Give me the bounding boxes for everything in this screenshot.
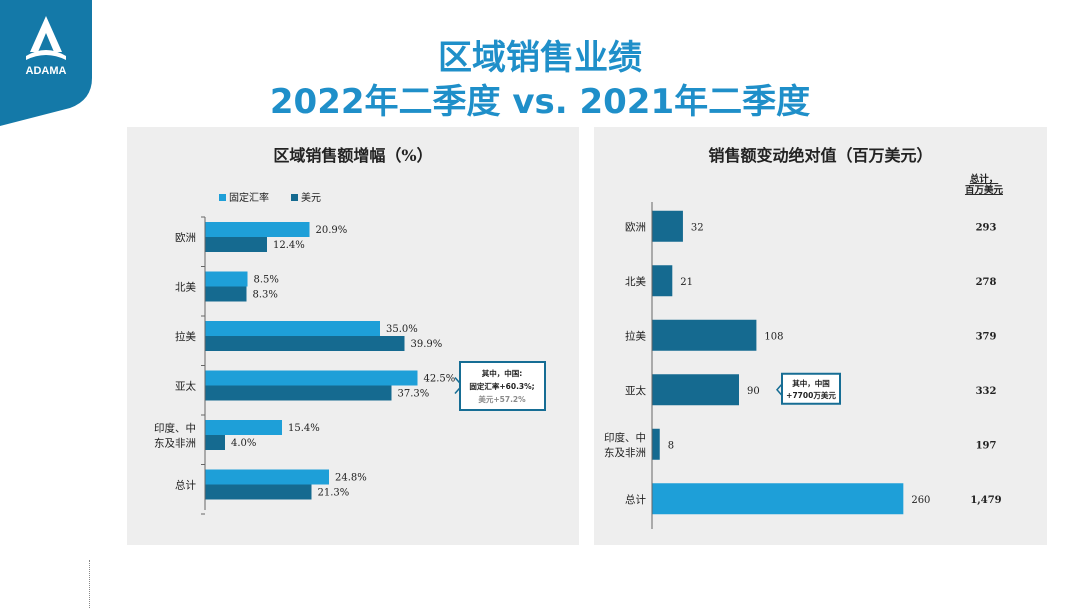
category-label: 东及非洲 — [604, 446, 646, 459]
bar-usd — [205, 385, 392, 401]
totals-header: 百万美元 — [965, 184, 1004, 196]
growth-chart-title: 区域销售额增幅（%） — [273, 146, 433, 165]
absolute-change-chart-title: 销售额变动绝对值（百万美元） — [708, 146, 933, 165]
bar — [652, 428, 660, 460]
decorative-dotted-line — [89, 560, 90, 608]
data-label: 20.9% — [316, 225, 348, 236]
data-label: 8.5% — [254, 275, 279, 286]
page-title: 区域销售业绩 — [438, 38, 642, 78]
bar-fixed-fx — [205, 222, 310, 237]
bar — [652, 319, 757, 351]
bar-usd — [205, 237, 267, 252]
total-value: 278 — [976, 277, 997, 288]
data-label: 32 — [691, 222, 704, 233]
legend-swatch-1 — [219, 194, 226, 201]
category-label: 北美 — [175, 281, 196, 294]
category-label: 欧洲 — [175, 232, 196, 244]
bar — [652, 483, 904, 515]
adama-logo: ADAMA — [0, 0, 92, 126]
category-label: 拉美 — [625, 329, 646, 342]
category-label: 印度、中 — [154, 422, 196, 435]
growth-chart-panel: 区域销售额增幅（%） 固定汇率 美元欧洲 20.9% 12.4% 北美 8.5% 8.3% 拉… — [127, 127, 579, 545]
category-label: 印度、中 — [604, 431, 646, 444]
data-label: 37.3% — [398, 389, 430, 400]
totals-header: 总计， — [970, 173, 999, 185]
annotation-text: 美元+57.2% — [478, 394, 526, 404]
category-label: 北美 — [625, 275, 646, 288]
legend-swatch-2 — [291, 194, 298, 201]
data-label: 39.9% — [411, 339, 443, 350]
annotation-text: 其中，中国 — [792, 378, 830, 388]
data-label: 8.3% — [253, 290, 278, 301]
bar-usd — [205, 435, 225, 450]
bar — [652, 210, 683, 242]
bar-usd — [205, 336, 405, 351]
brand-name: ADAMA — [26, 65, 67, 77]
data-label: 24.8% — [335, 473, 367, 484]
bar-usd — [205, 286, 247, 302]
bar-fixed-fx — [205, 420, 282, 435]
category-label: 亚太 — [175, 380, 196, 393]
bar-usd — [205, 484, 312, 500]
data-label: 260 — [911, 495, 930, 506]
data-label: 8 — [668, 440, 674, 451]
total-value: 293 — [976, 222, 997, 233]
bar-fixed-fx — [205, 321, 380, 336]
data-label: 42.5% — [424, 374, 456, 385]
total-value: 1,479 — [970, 495, 1001, 506]
data-label: 35.0% — [386, 324, 418, 335]
page-subtitle: 2022年二季度 vs. 2021年二季度 — [269, 82, 811, 122]
absolute-change-chart-panel: 销售额变动绝对值（百万美元） 总计， 百万美元欧洲 32 293 北美 21 278 拉美 10… — [594, 127, 1047, 545]
bar — [652, 374, 739, 406]
annotation-text: +7700万美元 — [786, 390, 836, 400]
bar — [652, 265, 673, 297]
data-label: 4.0% — [231, 438, 256, 449]
bar-fixed-fx — [205, 469, 329, 485]
legend-label-2: 美元 — [301, 191, 321, 204]
annotation-text: 其中，中国: — [482, 368, 523, 378]
annotation-box — [459, 361, 546, 411]
bar-fixed-fx — [205, 271, 248, 287]
total-value: 379 — [976, 331, 997, 342]
annotation-text: 固定汇率+60.3%; — [469, 381, 534, 391]
category-label: 欧洲 — [625, 221, 646, 233]
category-label: 总计 — [175, 479, 196, 492]
legend-label-1: 固定汇率 — [229, 191, 269, 204]
data-label: 12.4% — [273, 240, 305, 251]
data-label: 90 — [747, 386, 760, 397]
category-label: 拉美 — [175, 330, 196, 343]
data-label: 21 — [680, 277, 693, 288]
category-label: 亚太 — [625, 384, 646, 397]
total-value: 332 — [976, 386, 997, 397]
category-label: 总计 — [625, 493, 646, 506]
total-value: 197 — [976, 440, 997, 451]
category-label: 东及非洲 — [154, 437, 196, 450]
annotation-box — [781, 372, 841, 405]
data-label: 21.3% — [318, 488, 350, 499]
data-label: 108 — [764, 331, 783, 342]
bar-fixed-fx — [205, 370, 418, 386]
data-label: 15.4% — [288, 423, 320, 434]
